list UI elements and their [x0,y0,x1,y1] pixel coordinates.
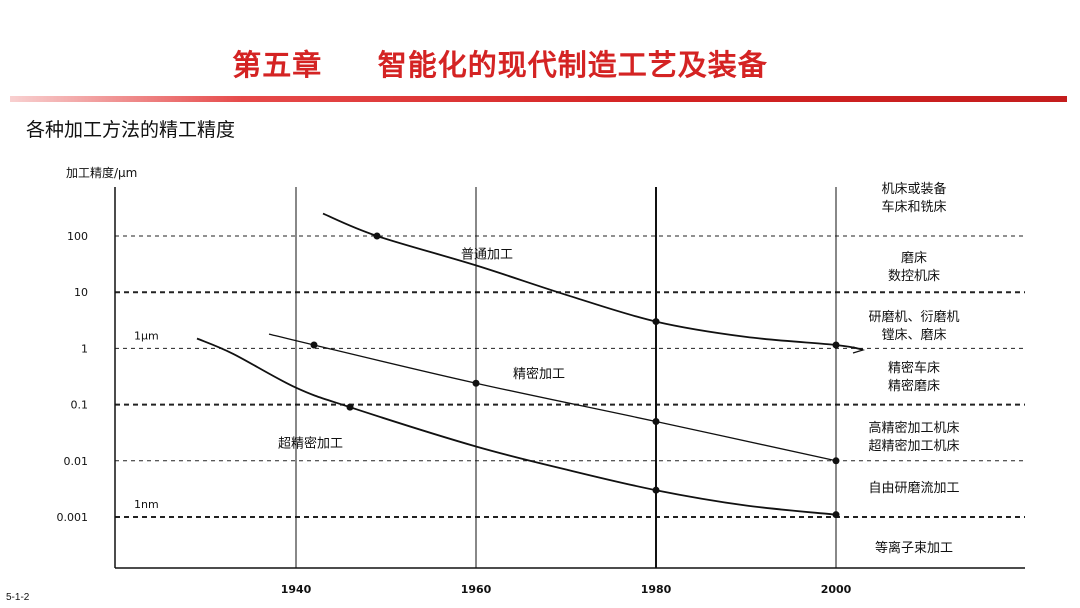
side-marker-label: 1μm [134,329,159,342]
header-divider [10,96,1067,102]
data-point [832,341,840,349]
slide-title: 第五章 智能化的现代制造工艺及装备 [0,42,1000,84]
x-tick-label: 2000 [821,583,852,596]
data-point [652,318,660,326]
curve-arrow [852,346,866,354]
equipment-label: 数控机床 [888,269,940,284]
series-line [322,212,864,351]
chart-grid [115,187,1025,568]
y-tick-label: 0.1 [71,399,89,412]
data-point [832,457,840,465]
equipment-label: 自由研磨流加工 [868,481,959,496]
equipment-label: 车床和铣床 [881,199,946,215]
y-tick-label: 0.001 [57,511,89,524]
equipment-label: 镗床、磨床 [881,328,946,343]
equipment-label: 磨床 [901,251,927,266]
series-label: 超精密加工 [278,436,343,452]
equipment-label: 等离子束加工 [875,540,953,556]
series-line [196,337,837,516]
slide-number: 5-1-2 [6,592,30,603]
series-label: 普通加工 [461,247,513,262]
series-label: 精密加工 [513,366,565,382]
data-point [310,341,318,349]
chart-ticks: 100 10 1 0.1 0.01 0.001 1940 1960 1980 2000 加工精度/μ… [57,165,852,596]
equipment-label: 机床或装备 [881,181,946,197]
equipment-label: 超精密加工机床 [868,438,959,454]
y-tick-label: 0.01 [64,455,89,468]
equipment-label: 精密车床 [888,360,940,376]
series-line [268,333,837,462]
data-point [346,403,354,411]
chapter-label: 第五章 [232,48,323,82]
page-subtitle: 各种加工方法的精工精度 [26,119,236,141]
y-tick-label: 1 [81,342,88,355]
y-tick-label: 10 [74,286,88,299]
y-axis-label: 加工精度/μm [66,165,137,180]
data-point [472,379,480,387]
right-labels: 机床或装备车床和铣床磨床数控机床研磨机、衍磨机镗床、磨床精密车床精密磨床高精密加… [868,181,959,556]
x-tick-label: 1940 [281,583,312,596]
equipment-label: 高精密加工机床 [868,420,959,436]
y-tick-label: 100 [67,230,88,243]
side-marker-label: 1nm [134,498,159,511]
data-point [832,511,840,519]
data-point [652,486,660,494]
chapter-title: 智能化的现代制造工艺及装备 [377,48,768,82]
data-point [373,232,381,240]
equipment-label: 研磨机、衍磨机 [868,310,959,325]
equipment-label: 精密磨床 [888,378,940,394]
x-tick-label: 1960 [461,583,492,596]
chart-axes [114,187,1025,569]
data-point [652,418,660,426]
x-tick-label: 1980 [641,583,672,596]
